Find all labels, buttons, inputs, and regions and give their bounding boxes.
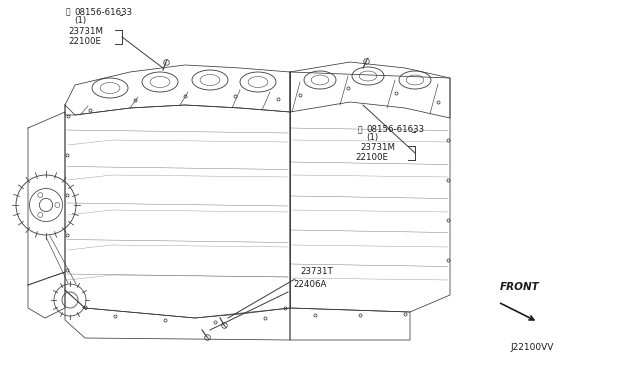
Text: J22100VV: J22100VV: [510, 343, 554, 352]
Text: (1): (1): [74, 16, 86, 25]
Text: (1): (1): [366, 133, 378, 142]
Text: Ⓐ: Ⓐ: [358, 125, 363, 134]
Text: 08156-61633: 08156-61633: [366, 125, 424, 134]
Text: 22100E: 22100E: [68, 37, 101, 46]
Text: Ⓐ: Ⓐ: [66, 7, 70, 16]
Text: 22406A: 22406A: [293, 280, 326, 289]
Text: 22100E: 22100E: [355, 153, 388, 162]
Text: FRONT: FRONT: [500, 282, 540, 292]
Text: 08156-61633: 08156-61633: [74, 8, 132, 17]
Text: 23731M: 23731M: [360, 143, 395, 152]
Text: 23731M: 23731M: [68, 27, 103, 36]
Text: 23731T: 23731T: [300, 267, 333, 276]
